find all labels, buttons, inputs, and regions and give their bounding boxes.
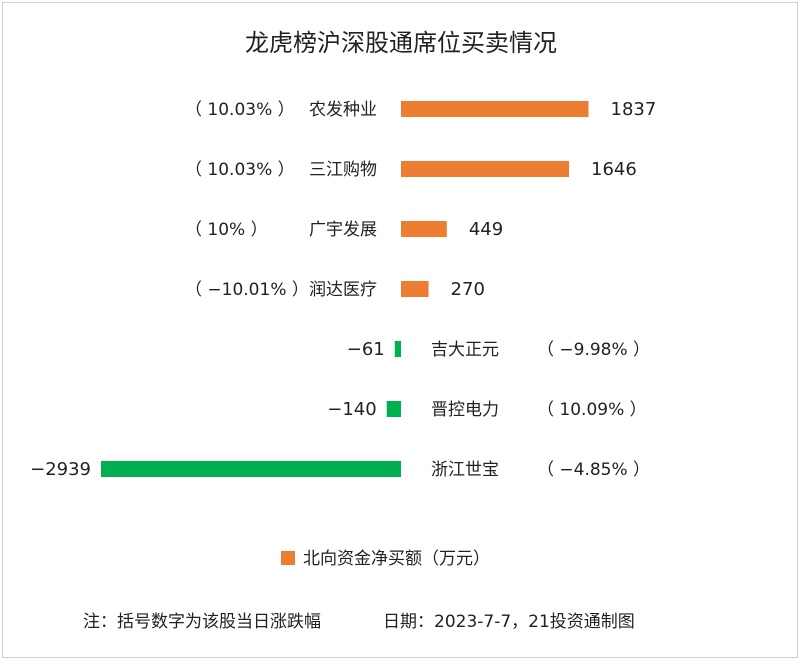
bar-row: −61 吉大正元 （ −9.98% ）	[347, 339, 650, 360]
pct-change-label: （ 10.03% ）	[185, 160, 295, 180]
category-label: 润达医疗	[309, 280, 377, 300]
bar-value-label: 1646	[591, 159, 637, 180]
bar-row: 1837 农发种业 （ 10.03% ）	[185, 99, 656, 120]
legend-swatch	[281, 551, 295, 565]
bar-row: −140 晋控电力 （ 10.09% ）	[327, 399, 646, 420]
bar	[394, 341, 401, 357]
bar	[401, 281, 429, 297]
pct-change-label: （ 10% ）	[185, 220, 268, 240]
category-label: 三江购物	[309, 160, 377, 180]
bar-row: −2939 浙江世宝 （ −4.85% ）	[30, 459, 650, 480]
pct-change-label: （ 10.09% ）	[537, 400, 647, 420]
category-label: 吉大正元	[431, 340, 499, 360]
bars-layer: 1837 农发种业 （ 10.03% ） 1646 三江购物 （ 10.03% ） 449 广…	[30, 99, 656, 480]
footer-note: 注：括号数字为该股当日涨跌幅	[83, 612, 321, 632]
legend: 北向资金净买额（万元）	[281, 549, 490, 569]
category-label: 浙江世宝	[431, 460, 499, 480]
bar-value-label: −61	[347, 339, 385, 360]
pct-change-label: （ −10.01% ）	[185, 280, 309, 300]
bar-value-label: 270	[451, 279, 485, 300]
bar-value-label: 449	[469, 219, 503, 240]
legend-label: 北向资金净买额（万元）	[303, 549, 490, 569]
bar-row: 449 广宇发展 （ 10% ）	[185, 219, 503, 240]
bar-row: 1646 三江购物 （ 10.03% ）	[185, 159, 637, 180]
bar	[401, 221, 447, 237]
category-label: 广宇发展	[309, 220, 377, 240]
footer-date: 日期：2023-7-7，21投资通制图	[383, 612, 635, 632]
pct-change-label: （ −9.98% ）	[537, 340, 650, 360]
bar	[401, 101, 589, 117]
pct-change-label: （ −4.85% ）	[537, 460, 650, 480]
bar-value-label: 1837	[611, 99, 657, 120]
bar-row: 270 润达医疗（ −10.01% ）	[185, 279, 485, 300]
pct-change-label: （ 10.03% ）	[185, 100, 295, 120]
category-label: 晋控电力	[431, 400, 499, 420]
bar	[101, 461, 401, 477]
chart-title: 龙虎榜沪深股通席位买卖情况	[245, 29, 557, 57]
bar-chart: 龙虎榜沪深股通席位买卖情况 1837 农发种业 （ 10.03% ） 1646 三江购物…	[30, 29, 656, 632]
bar-value-label: −2939	[30, 459, 91, 480]
bar	[401, 161, 570, 177]
bar-value-label: −140	[327, 399, 376, 420]
category-label: 农发种业	[309, 100, 377, 120]
bar	[386, 401, 401, 417]
